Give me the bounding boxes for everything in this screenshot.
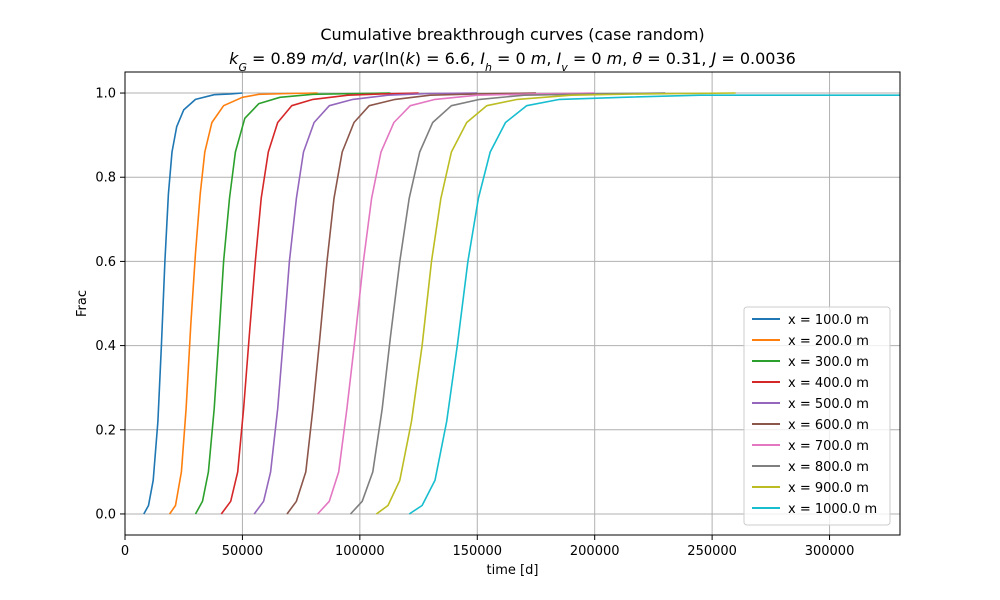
chart-title: Cumulative breakthrough curves (case ran… bbox=[320, 25, 704, 44]
series-line-5 bbox=[253, 92, 478, 515]
series-line-7 bbox=[317, 92, 595, 515]
y-tick-label: 0.8 bbox=[95, 171, 116, 186]
series-line-2 bbox=[168, 92, 318, 515]
x-tick-label: 50000 bbox=[222, 544, 263, 559]
series-line-10 bbox=[408, 94, 900, 515]
series-line-1 bbox=[143, 92, 243, 515]
axes: 0 50000 100000 150000 200000 250000 300000 0.0 0… bbox=[95, 71, 901, 559]
legend: x = 100.0 m x = 200.0 m x = 300.0 m x = 400… bbox=[743, 306, 891, 526]
series-line-4 bbox=[220, 92, 419, 515]
y-tick-label: 1.0 bbox=[95, 87, 116, 102]
legend-box bbox=[743, 306, 891, 526]
legend-label: x = 500.0 m bbox=[788, 397, 869, 412]
legend-label: x = 300.0 m bbox=[788, 355, 869, 370]
legend-label: x = 700.0 m bbox=[788, 439, 869, 454]
chart-subtitle: kG = 0.89 m/d, var(ln(k) = 6.6, Ih = 0 m… bbox=[229, 49, 796, 74]
x-tick-label: 100000 bbox=[335, 544, 385, 559]
legend-label: x = 800.0 m bbox=[788, 460, 869, 475]
y-tick-label: 0.2 bbox=[95, 423, 116, 438]
series-line-3 bbox=[194, 92, 391, 515]
y-tick-label: 0.0 bbox=[95, 507, 116, 522]
legend-label: x = 600.0 m bbox=[788, 418, 869, 433]
x-tick-label: 150000 bbox=[452, 544, 502, 559]
plot-frame bbox=[124, 71, 901, 536]
legend-label: x = 100.0 m bbox=[788, 313, 869, 328]
y-tick-label: 0.6 bbox=[95, 255, 116, 270]
series-lines bbox=[143, 92, 900, 515]
series-line-9 bbox=[375, 92, 736, 515]
y-axis-label: Frac bbox=[75, 290, 90, 317]
x-tick-label: 250000 bbox=[687, 544, 737, 559]
x-tick-label: 200000 bbox=[570, 544, 620, 559]
series-line-8 bbox=[349, 92, 666, 515]
x-axis-label: time [d] bbox=[487, 563, 539, 578]
y-tick-label: 0.4 bbox=[95, 339, 116, 354]
x-tick-label: 300000 bbox=[805, 544, 855, 559]
legend-label: x = 900.0 m bbox=[788, 481, 869, 496]
legend-label: x = 200.0 m bbox=[788, 334, 869, 349]
legend-label: x = 400.0 m bbox=[788, 376, 869, 391]
x-tick-label: 0 bbox=[121, 544, 129, 559]
legend-label: x = 1000.0 m bbox=[788, 502, 877, 517]
series-line-6 bbox=[286, 92, 537, 515]
